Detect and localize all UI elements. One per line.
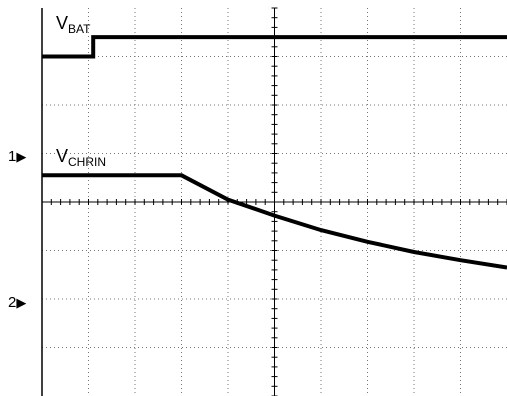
vbat-label: VBAT — [56, 13, 91, 36]
vchrin-label-main: V — [56, 146, 68, 166]
channel-2-marker: 2▶ — [8, 294, 26, 311]
vbat-label-main: V — [56, 13, 68, 33]
channel-2-arrow-icon: ▶ — [16, 295, 26, 310]
vchrin-label: VCHRIN — [56, 146, 106, 169]
channel-1-arrow-icon: ▶ — [16, 149, 26, 164]
vbat-label-sub: BAT — [68, 22, 91, 36]
grid — [41, 7, 507, 396]
labels: VBAT VCHRIN 1▶ 2▶ — [8, 13, 106, 311]
trace-vchrin — [42, 173, 507, 270]
channel-1-marker: 1▶ — [8, 148, 26, 165]
channel-2-number: 2 — [8, 294, 16, 311]
traces — [42, 35, 507, 270]
trace-vbat — [42, 35, 507, 59]
vchrin-label-sub: CHRIN — [68, 155, 106, 169]
channel-1-number: 1 — [8, 148, 16, 165]
